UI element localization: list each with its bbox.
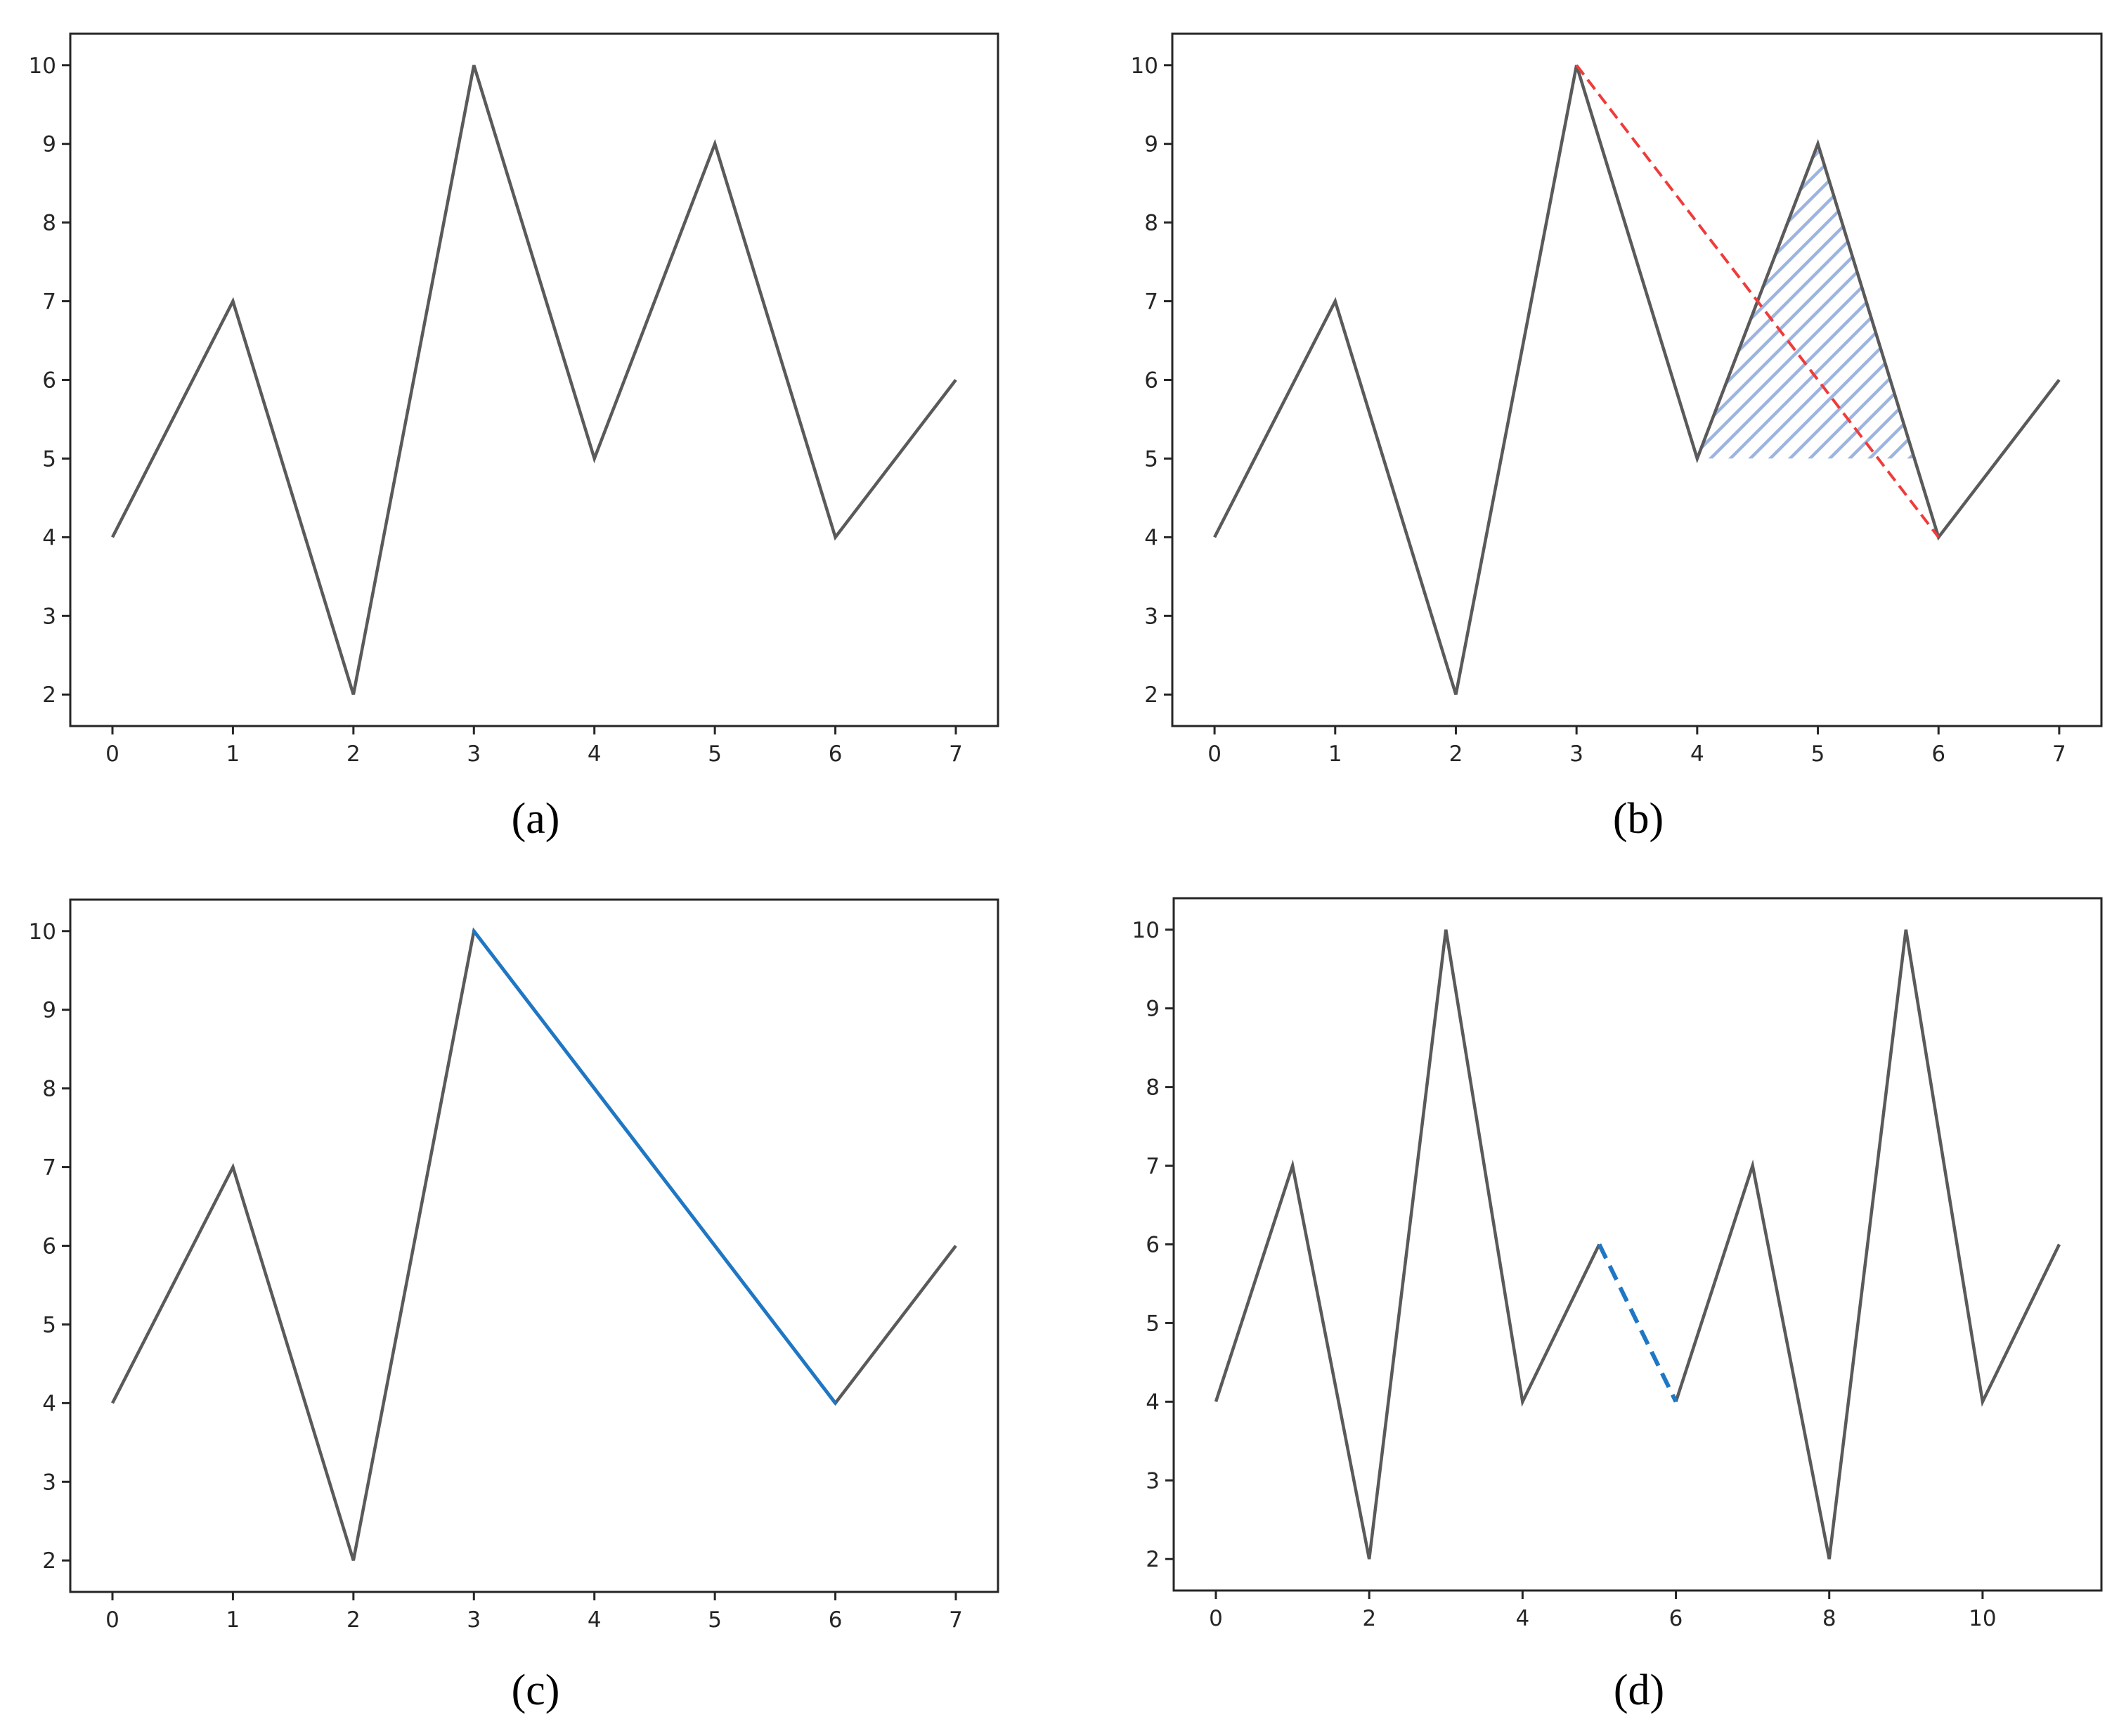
panel-a: 0 1 2 3 4 5 6 7 2 3 4 5 6 7 8 9 10 (a)	[29, 32, 999, 843]
axes-frame	[1172, 897, 2103, 1592]
x-tick-label: 4	[588, 1607, 602, 1633]
x-tick-label: 7	[949, 1607, 963, 1633]
panel-caption: (a)	[512, 795, 560, 843]
y-tick-label: 4	[1146, 1390, 1160, 1415]
x-tick-label: 1	[226, 1607, 240, 1633]
panel-c: 0 1 2 3 4 5 6 7 2 3 4 5 6 7 8 9 10 (c)	[29, 898, 999, 1714]
x-tick-label: 2	[346, 1607, 361, 1633]
y-tick-label: 10	[29, 53, 56, 79]
y-tick-label: 3	[1144, 604, 1158, 629]
x-tick-label: 0	[105, 1607, 119, 1633]
y-tick-label: 6	[42, 368, 56, 394]
x-tick-label: 6	[829, 741, 843, 767]
y-tick-label: 9	[42, 998, 56, 1023]
y-tick-label: 10	[1131, 53, 1158, 79]
x-tick-label: 3	[467, 1607, 481, 1633]
hatched-region	[1697, 143, 1914, 459]
x-tick-label: 1	[226, 741, 240, 767]
axes-frame	[69, 32, 999, 727]
x-tick-label: 4	[588, 741, 602, 767]
y-tick-label: 4	[1144, 525, 1158, 550]
y-tick-label: 6	[1144, 368, 1158, 394]
series-line	[1674, 929, 2061, 1560]
series-line	[1213, 65, 2061, 695]
series-line	[1214, 929, 1601, 1560]
y-tick-label: 8	[1146, 1075, 1160, 1101]
y-tick-label: 10	[1132, 918, 1160, 943]
x-tick-label: 7	[949, 741, 963, 767]
x-tick-label: 6	[1931, 741, 1945, 767]
x-tick-label: 2	[1362, 1606, 1376, 1631]
y-tick-label: 8	[1144, 211, 1158, 236]
x-tick-label: 5	[708, 741, 722, 767]
x-tick-label: 10	[1969, 1606, 1996, 1631]
y-tick-label: 8	[42, 211, 56, 236]
x-tick-label: 0	[1207, 741, 1221, 767]
x-tick-label: 1	[1328, 741, 1342, 767]
x-tick-label: 8	[1822, 1606, 1836, 1631]
dashed-segment	[1575, 64, 1940, 538]
y-tick-label: 7	[42, 290, 56, 315]
dashed-segment	[1597, 1243, 1678, 1403]
panel-d: 0 2 4 6 8 10 2 3 4 5 6 7 8 9 10 (d)	[1132, 897, 2103, 1714]
x-tick-label: 4	[1690, 741, 1704, 767]
x-tick-label: 5	[708, 1607, 722, 1633]
series-line	[110, 927, 957, 1561]
x-tick-label: 0	[1209, 1606, 1223, 1631]
axes-frame	[69, 898, 999, 1593]
y-tick-label: 2	[42, 682, 56, 708]
x-tick-label: 6	[1669, 1606, 1683, 1631]
x-tick-label: 0	[105, 741, 119, 767]
x-tick-label: 6	[829, 1607, 843, 1633]
series-line	[110, 65, 957, 695]
panel-b: 0 1 2 3 4 5 6 7 2 3 4 5 6 7 8 9 10 (b)	[1131, 32, 2103, 843]
y-tick-label: 7	[1144, 290, 1158, 315]
y-tick-label: 3	[42, 1470, 56, 1495]
panel-caption: (b)	[1613, 795, 1664, 843]
y-tick-label: 7	[42, 1155, 56, 1181]
y-tick-label: 7	[1146, 1154, 1160, 1179]
y-tick-label: 9	[1144, 132, 1158, 157]
x-tick-label: 5	[1811, 741, 1825, 767]
y-tick-label: 5	[1146, 1311, 1160, 1336]
panel-caption: (c)	[512, 1666, 560, 1714]
y-tick-label: 6	[1146, 1233, 1160, 1258]
y-tick-label: 2	[1146, 1547, 1160, 1572]
x-tick-label: 4	[1515, 1606, 1529, 1631]
x-tick-label: 7	[2052, 741, 2066, 767]
x-tick-label: 2	[346, 741, 361, 767]
y-tick-label: 5	[1144, 446, 1158, 472]
y-tick-label: 4	[42, 1391, 56, 1416]
y-tick-label: 2	[1144, 682, 1158, 708]
y-tick-label: 4	[42, 525, 56, 550]
y-tick-label: 6	[42, 1234, 56, 1259]
x-tick-label: 2	[1449, 741, 1463, 767]
y-tick-label: 5	[42, 446, 56, 472]
y-tick-label: 5	[42, 1312, 56, 1337]
x-tick-label: 3	[1569, 741, 1583, 767]
y-tick-label: 9	[1146, 997, 1160, 1022]
panel-caption: (d)	[1614, 1666, 1664, 1714]
y-tick-label: 3	[42, 604, 56, 629]
x-tick-label: 3	[467, 741, 481, 767]
y-tick-label: 10	[29, 919, 56, 945]
axes-frame	[1171, 32, 2103, 727]
y-tick-label: 2	[42, 1548, 56, 1574]
y-tick-label: 3	[1146, 1468, 1160, 1494]
y-tick-label: 9	[42, 132, 56, 157]
highlight-segment	[472, 929, 838, 1405]
y-tick-label: 8	[42, 1077, 56, 1102]
